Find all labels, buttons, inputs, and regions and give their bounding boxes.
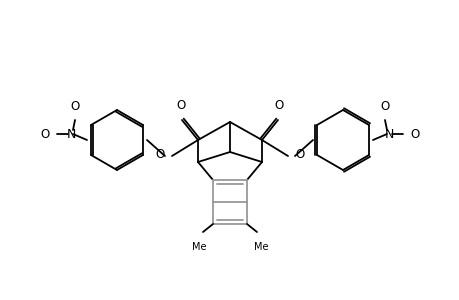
Text: O: O (70, 100, 79, 113)
Text: O: O (41, 128, 50, 140)
Text: N: N (383, 128, 393, 140)
Text: Me: Me (253, 242, 268, 252)
Text: O: O (380, 100, 389, 113)
Text: O: O (176, 99, 185, 112)
Text: O: O (294, 148, 303, 160)
Text: O: O (156, 148, 165, 160)
Text: O: O (274, 99, 283, 112)
Text: Me: Me (191, 242, 206, 252)
Text: N: N (66, 128, 76, 140)
Text: O: O (409, 128, 418, 140)
